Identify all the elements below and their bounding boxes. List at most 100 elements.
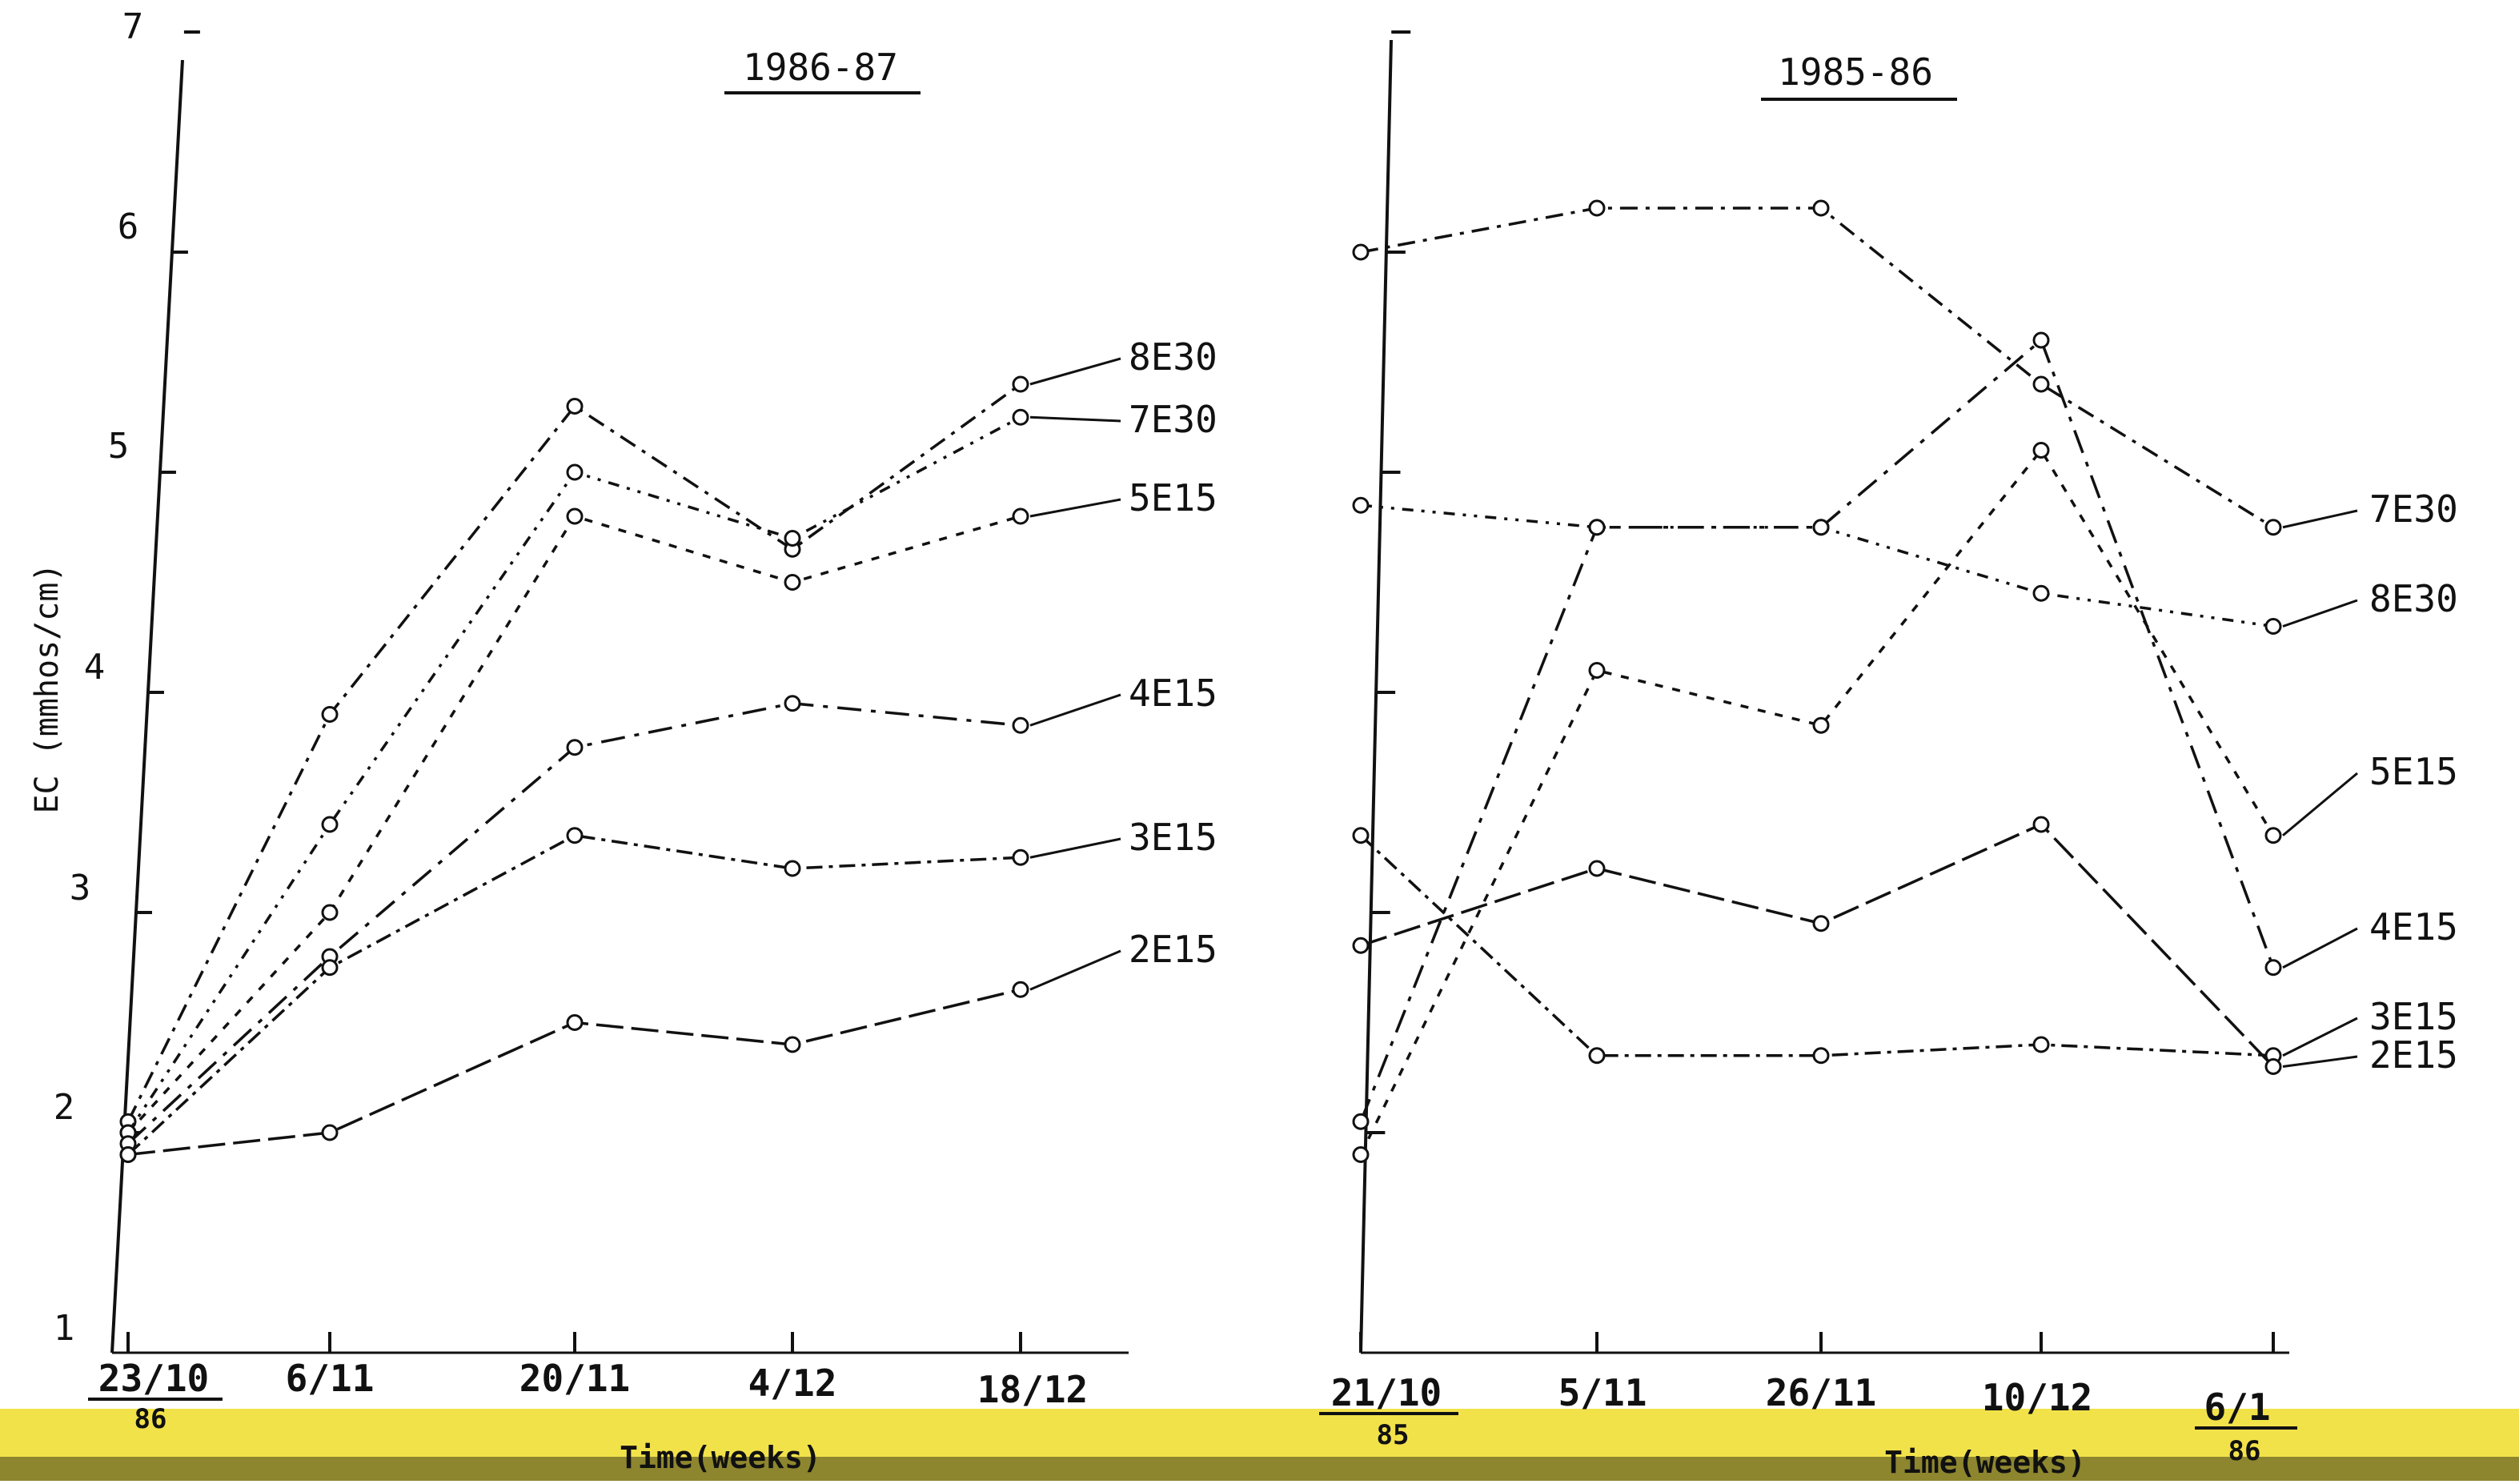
x-tick-year: 85 [1377,1419,1410,1451]
series-label-2e15: 2E15 [2369,1033,2458,1077]
data-point-3e15 [1588,1047,1606,1065]
y-tick-label: 3 [70,868,91,908]
data-point-7e30 [1588,199,1606,217]
data-point-5e15 [1012,507,1029,525]
data-point-8e30 [566,398,584,415]
series-layer: 8E307E305E154E153E152E157E308E305E154E15… [119,199,2458,1163]
data-point-8e30 [1352,496,1370,514]
series-label-3e15: 3E15 [1129,816,1217,859]
x-tick-label: 21/10 [1331,1371,1442,1414]
series-leader-2e15 [2282,1055,2358,1068]
data-point-4e15 [1812,519,1830,536]
x-tick-year: 86 [2228,1435,2261,1467]
data-point-2e15 [2032,816,2050,833]
data-point-2e15 [566,1014,584,1031]
series-leader-5e15 [2282,772,2358,836]
data-point-7e30 [566,463,584,481]
data-point-5e15 [2264,827,2282,844]
series-label-5e15: 5E15 [1129,476,1217,519]
data-point-5e15 [566,507,584,525]
data-point-3e15 [1812,1047,1830,1065]
series-label-3e15: 3E15 [2369,995,2458,1038]
data-point-5e15 [784,574,801,591]
series-leader-5e15 [1029,498,1121,518]
data-point-2e15 [1588,860,1606,877]
data-point-8e30 [1012,375,1029,393]
y-axis-right-panel [1359,39,1393,1354]
series-label-4e15: 4E15 [1129,672,1217,715]
series-leader-4e15 [1029,693,1121,727]
data-point-5e15 [1352,1146,1370,1163]
y-tick-label: 4 [84,647,106,688]
scan-band-dark [0,1457,2519,1481]
data-point-2e15 [1812,915,1830,933]
data-point-3e15 [1012,848,1029,866]
y-tick-label: 5 [108,426,130,467]
data-point-7e30 [321,816,339,833]
y-tick-label: 2 [54,1087,75,1128]
data-point-2e15 [119,1146,137,1163]
data-point-8e30 [2032,584,2050,602]
data-point-7e30 [1352,243,1370,261]
x-tick-label: 4/12 [748,1362,837,1405]
panel-title-1985-86: 1985-86 [1778,50,1933,94]
x-tick-label: 6/1 [2204,1386,2270,1429]
data-point-4e15 [1012,716,1029,734]
x-axis-label-left: Time(weeks) [620,1440,821,1475]
data-point-5e15 [321,904,339,921]
data-point-5e15 [1812,716,1830,734]
data-point-8e30 [2264,618,2282,635]
series-line-3e15-1985-86 [1359,834,2274,1057]
series-leader-4e15 [2282,927,2358,969]
data-point-8e30 [321,706,339,723]
data-point-7e30 [784,530,801,547]
series-line-4e15-1986-87 [126,702,1021,1145]
data-point-2e15 [2264,1058,2282,1075]
data-point-7e30 [2264,519,2282,536]
data-point-7e30 [1812,199,1830,217]
series-line-5e15-1985-86 [1359,448,2275,1156]
x-axis-label-right: Time(weeks) [1884,1445,2086,1480]
series-line-8e30-1986-87 [126,383,1022,1123]
panel-title-1986-87: 1986-87 [743,46,898,89]
x-tick-label: 6/11 [286,1357,375,1400]
y-tick-label: 7 [122,6,144,47]
data-point-2e15 [1012,981,1029,998]
series-leader-7e30 [2282,509,2358,529]
series-label-7e30: 7E30 [1129,398,1217,441]
series-label-2e15: 2E15 [1129,928,1217,971]
data-point-3e15 [321,959,339,977]
series-line-2e15-1985-86 [1360,823,2275,1068]
x-tick-year: 86 [134,1403,167,1435]
y-tick-label: 1 [54,1308,75,1349]
data-point-3e15 [2032,1036,2050,1053]
data-point-3e15 [784,860,801,877]
data-point-7e30 [1012,408,1029,426]
series-label-4e15: 4E15 [2369,905,2458,949]
series-leader-7e30 [1029,415,1121,423]
x-tick-label: 23/10 [98,1357,209,1400]
x-tick-label: 26/11 [1766,1371,1876,1414]
series-line-3e15-1986-87 [126,834,1021,1156]
series-label-7e30: 7E30 [2369,487,2458,531]
data-point-4e15 [2032,331,2050,349]
x-tick-label: 20/11 [519,1357,630,1400]
x-tick-label: 10/12 [1982,1376,2092,1419]
series-label-5e15: 5E15 [2369,750,2458,793]
data-point-4e15 [2264,959,2282,977]
data-point-2e15 [1352,937,1370,954]
data-point-2e15 [784,1036,801,1053]
data-point-4e15 [1352,1113,1370,1130]
series-leader-8e30 [2282,599,2358,628]
data-point-5e15 [1588,662,1606,679]
x-tick-label: 18/12 [977,1368,1088,1411]
data-point-4e15 [566,739,584,756]
data-point-7e30 [2032,375,2050,393]
y-axis-label: EC (mmhos/cm) [29,563,66,813]
data-point-4e15 [1588,519,1606,536]
series-line-5e15-1986-87 [126,515,1021,1134]
data-point-2e15 [321,1124,339,1141]
series-label-8e30: 8E30 [2369,577,2458,620]
